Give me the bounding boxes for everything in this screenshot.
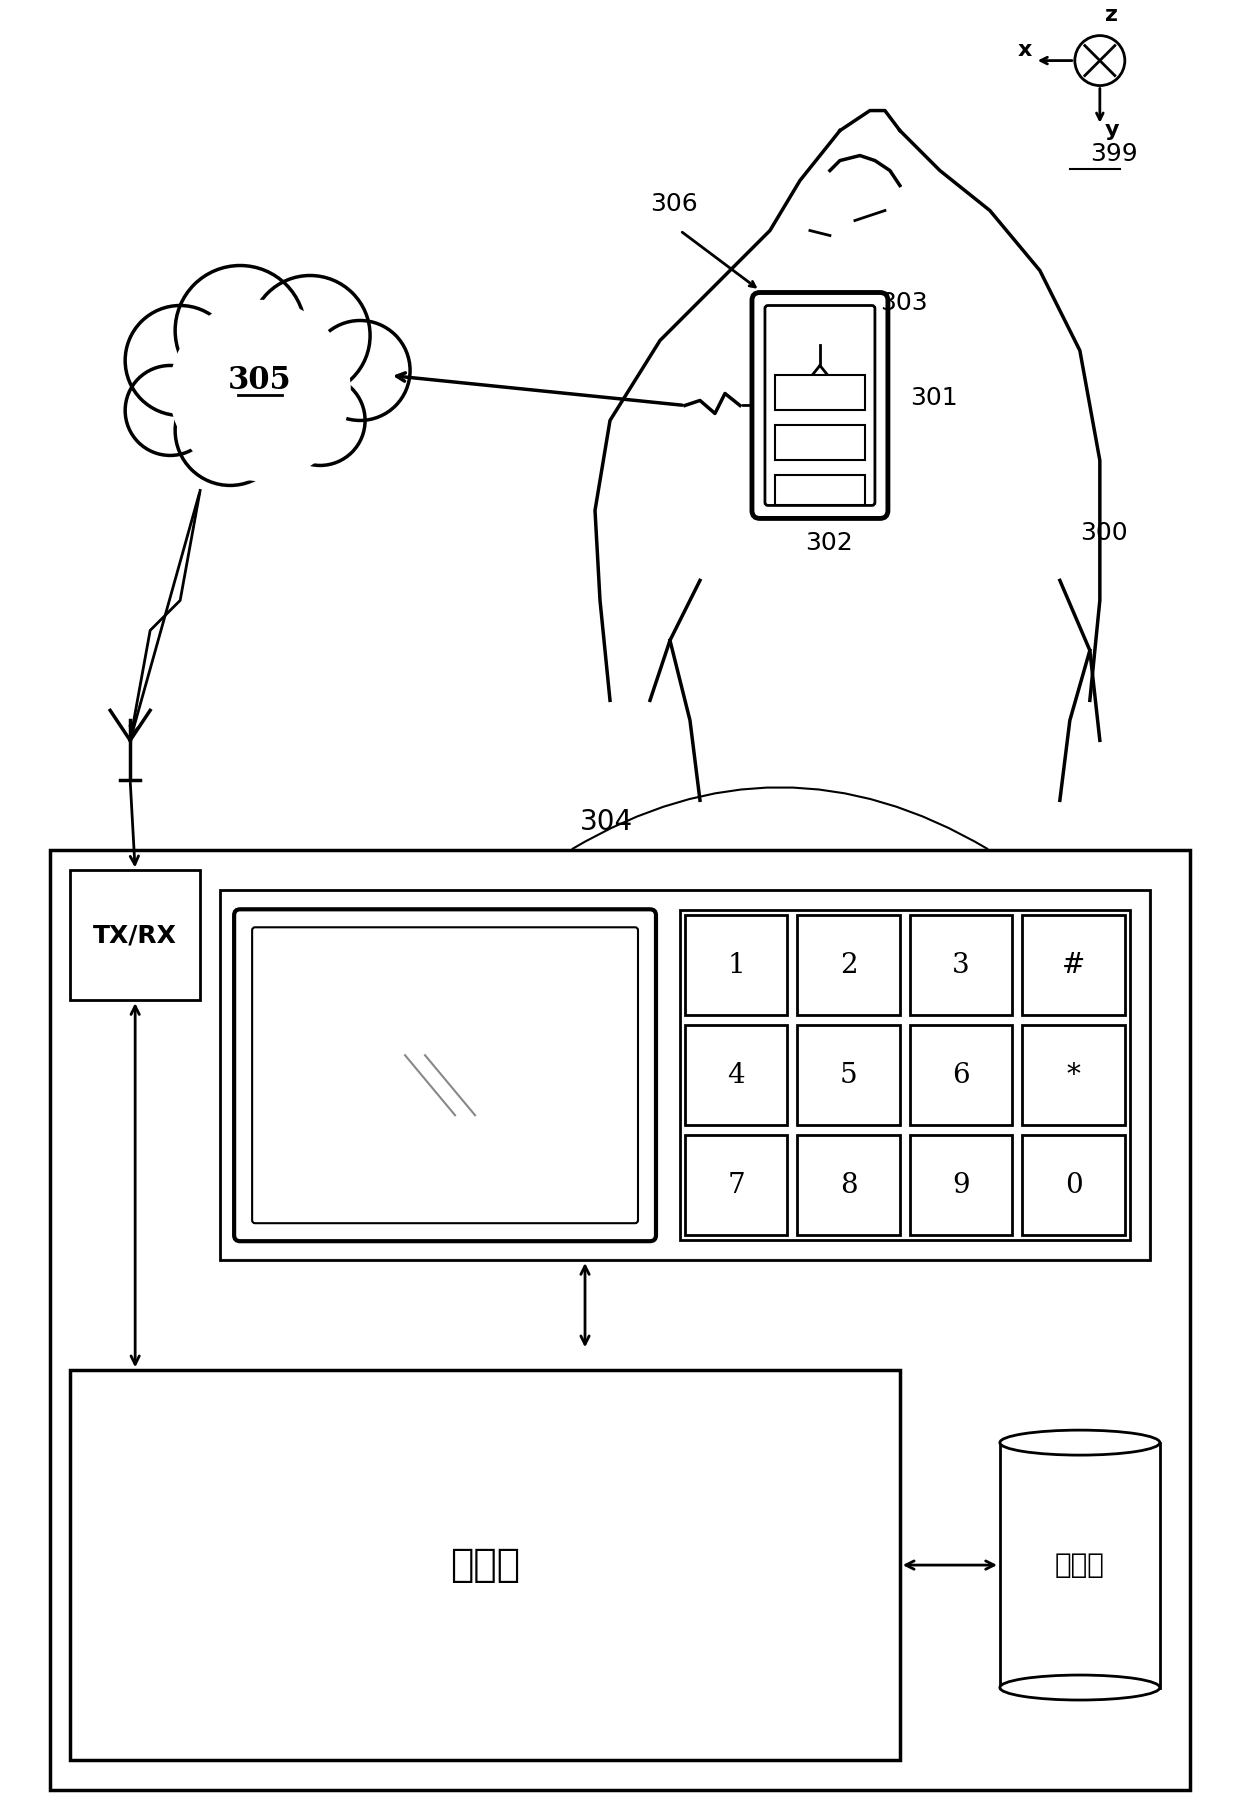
Text: 1: 1 (728, 953, 745, 980)
Bar (221, 891, 1149, 1261)
Text: 300: 300 (1080, 521, 1127, 545)
Text: 399: 399 (1090, 141, 1137, 166)
Bar (1022, 915, 1125, 1016)
FancyBboxPatch shape (234, 909, 656, 1241)
FancyBboxPatch shape (775, 375, 866, 411)
Ellipse shape (999, 1431, 1159, 1456)
Bar (999, 1443, 1159, 1687)
Text: 304: 304 (580, 808, 634, 837)
Circle shape (310, 321, 410, 420)
Text: 302: 302 (805, 532, 853, 556)
FancyBboxPatch shape (751, 292, 888, 518)
Text: TX/RX: TX/RX (93, 924, 177, 947)
Circle shape (125, 366, 215, 455)
Bar (797, 1025, 900, 1126)
Circle shape (170, 301, 350, 480)
Ellipse shape (999, 1676, 1159, 1699)
Bar (50, 850, 1190, 1790)
Circle shape (175, 265, 305, 395)
FancyBboxPatch shape (775, 476, 866, 505)
Bar (222, 893, 1148, 1257)
Text: 5: 5 (839, 1063, 858, 1090)
Bar (71, 870, 200, 999)
Bar (1022, 1025, 1125, 1126)
Bar (797, 1135, 900, 1236)
Circle shape (250, 276, 370, 395)
Circle shape (125, 305, 236, 415)
Circle shape (175, 375, 285, 485)
Bar (684, 1135, 787, 1236)
Text: 305: 305 (228, 364, 291, 395)
Bar (71, 1371, 900, 1761)
FancyBboxPatch shape (252, 927, 639, 1223)
Bar (1022, 1135, 1125, 1236)
Text: 2: 2 (839, 953, 858, 980)
Bar (684, 915, 787, 1016)
Text: 7: 7 (728, 1173, 745, 1198)
Text: 306: 306 (650, 191, 698, 215)
Text: 处理器: 处理器 (450, 1546, 520, 1584)
Text: 6: 6 (952, 1063, 970, 1090)
Text: 3: 3 (952, 953, 970, 980)
Text: 0: 0 (1065, 1173, 1083, 1198)
Text: 9: 9 (952, 1173, 970, 1198)
Bar (910, 915, 1012, 1016)
Text: 4: 4 (728, 1063, 745, 1090)
FancyBboxPatch shape (775, 426, 866, 460)
Bar (910, 1025, 1012, 1126)
Text: z: z (1105, 5, 1118, 25)
Text: 303: 303 (880, 292, 928, 316)
Bar (684, 1025, 787, 1126)
Text: 存储器: 存储器 (1055, 1551, 1105, 1578)
Text: y: y (1105, 119, 1118, 139)
Bar (910, 1135, 1012, 1236)
Text: 8: 8 (839, 1173, 858, 1198)
Text: *: * (1066, 1063, 1080, 1090)
Text: 301: 301 (910, 386, 957, 411)
Bar (680, 911, 1130, 1239)
Circle shape (275, 375, 365, 465)
Bar (797, 915, 900, 1016)
Text: x: x (1018, 40, 1032, 60)
Text: #: # (1061, 953, 1085, 980)
FancyBboxPatch shape (765, 305, 875, 505)
